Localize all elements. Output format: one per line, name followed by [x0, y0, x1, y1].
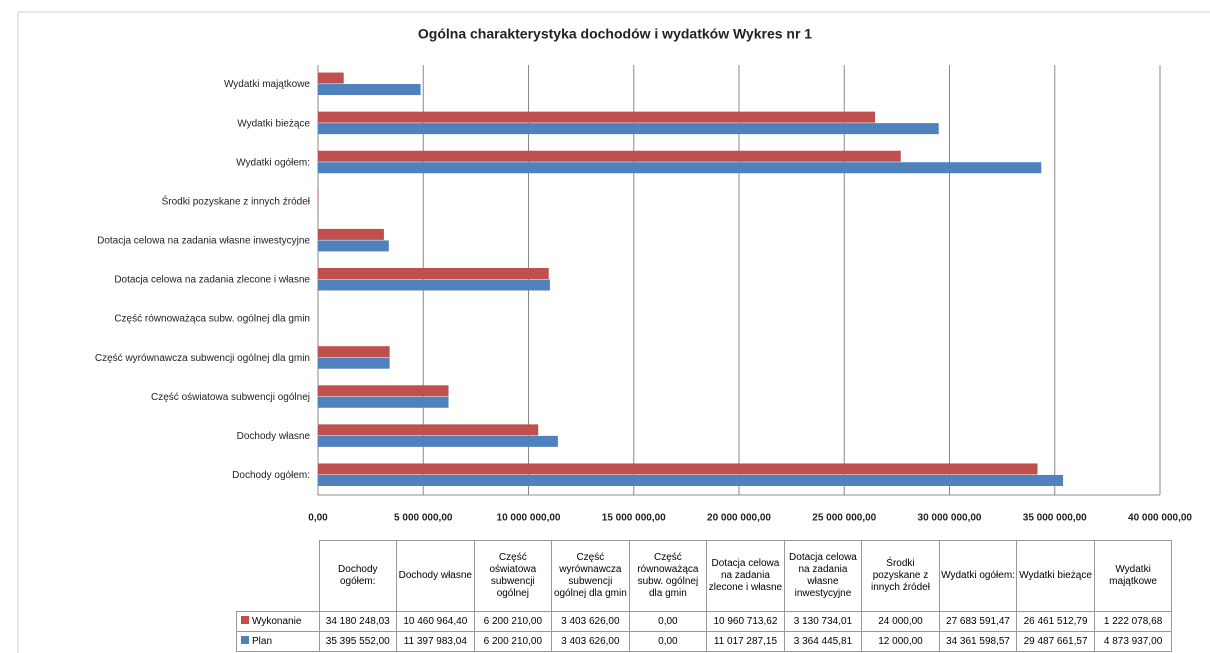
table-cell: 29 487 661,57: [1016, 631, 1095, 652]
x-tick-label: 10 000 000,00: [497, 513, 561, 524]
column-header: Dotacja celowa na zadania własne inwesty…: [783, 540, 863, 612]
bar: [318, 396, 449, 408]
bar: [318, 346, 390, 358]
bar: [318, 474, 1064, 486]
table-cell: 4 873 937,00: [1093, 631, 1173, 652]
bar: [318, 111, 876, 123]
bar: [318, 123, 939, 135]
bar: [318, 279, 550, 291]
column-header: Wydatki majątkowe: [1093, 540, 1173, 612]
x-tick-label: 20 000 000,00: [707, 513, 771, 524]
column-header: Dotacja celowa na zadania zlecone i włas…: [706, 540, 785, 612]
legend-label: Wykonanie: [252, 616, 302, 627]
column-header: Dochody ogółem:: [318, 540, 398, 612]
data-row: Plan 35 395 552,00 11 397 983,04 6 200 210,…: [236, 631, 1173, 652]
column-header: Część oświatowa subwencji ogólnej: [473, 540, 553, 612]
bar: [318, 162, 1042, 174]
table-cell: 27 683 591,47: [938, 611, 1018, 632]
column-header: Wydatki ogółem:: [938, 540, 1018, 612]
x-tick-label: 35 000 000,00: [1023, 513, 1087, 524]
y-tick-label: Część oświatowa subwencji ogólnej: [151, 392, 310, 403]
bar: [318, 72, 344, 84]
table-cell: 26 461 512,79: [1016, 611, 1095, 632]
column-header: Część wyrównawcza subwencji ogólnej dla …: [551, 540, 630, 612]
legend-swatch: [241, 636, 249, 644]
legend-label: Plan: [252, 636, 273, 647]
x-tick-label: 15 000 000,00: [602, 513, 666, 524]
y-tick-label: Dochody ogółem:: [232, 470, 310, 481]
table-cell: 11 397 983,04: [396, 631, 475, 652]
x-tick-label: 25 000 000,00: [812, 513, 876, 524]
column-header: Wydatki bieżące: [1016, 540, 1095, 612]
bar: [318, 385, 449, 397]
x-tick-label: 40 000 000,00: [1128, 513, 1192, 524]
bar: [318, 268, 549, 279]
legend-swatch: [241, 616, 249, 624]
bar: [318, 150, 901, 162]
table-cell: 0,00: [628, 611, 708, 632]
y-tick-label: Część wyrównawcza subwencji ogólnej dla …: [95, 353, 310, 364]
column-header: Część równoważąca subw. ogólnej dla gmin: [628, 540, 708, 612]
table-cell: 6 200 210,00: [473, 631, 553, 652]
bar: [318, 240, 389, 252]
table-cell: 11 017 287,15: [706, 631, 785, 652]
legend-cell: Wykonanie: [236, 611, 320, 632]
x-tick-label: 30 000 000,00: [918, 513, 982, 524]
x-tick-label: 5 000 000,00: [394, 513, 453, 524]
table-cell: 1 222 078,68: [1093, 611, 1173, 632]
legend-cell: Plan: [236, 631, 320, 652]
y-tick-label: Dotacja celowa na zadania własne inwesty…: [97, 236, 310, 247]
table-cell: 0,00: [628, 631, 708, 652]
table-cell: 24 000,00: [861, 611, 940, 632]
table-cell: 3 403 626,00: [551, 611, 630, 632]
table-cell: 12 000,00: [861, 631, 940, 652]
bar: [318, 357, 390, 369]
table-cell: 3 403 626,00: [551, 631, 630, 652]
bar: [318, 189, 319, 201]
bar: [318, 228, 384, 240]
y-tick-label: Dochody własne: [237, 431, 311, 442]
table-cell: 10 960 713,62: [706, 611, 785, 632]
bar: [318, 84, 421, 96]
y-tick-label: Dotacja celowa na zadania zlecone i włas…: [114, 275, 310, 286]
table-cell: 35 395 552,00: [318, 631, 398, 652]
chart-title: Ogólna charakterystyka dochodów i wydatk…: [418, 26, 812, 42]
table-cell: 10 460 964,40: [396, 611, 475, 632]
y-tick-label: Część równoważąca subw. ogólnej dla gmin: [114, 314, 310, 325]
y-tick-label: Wydatki bieżące: [237, 118, 310, 129]
y-tick-label: Środki pozyskane z innych źródeł: [162, 194, 311, 207]
header-row: Dochody ogółem: Dochody własne Część oświa…: [237, 540, 1173, 612]
y-tick-label: Wydatki ogółem:: [236, 157, 310, 168]
table-cell: 3 130 734,01: [783, 611, 863, 632]
column-header: Dochody własne: [396, 540, 475, 612]
table-cell: 34 361 598,57: [938, 631, 1018, 652]
x-tick-label: 0,00: [308, 513, 328, 524]
table-cell: 3 364 445,81: [783, 631, 863, 652]
table-cell: 6 200 210,00: [473, 611, 553, 632]
bar: [318, 424, 539, 436]
y-tick-label: Wydatki majątkowe: [224, 79, 310, 90]
data-table: Dochody ogółem: Dochody własne Część oświa…: [236, 540, 1173, 652]
table-cell: 34 180 248,03: [318, 611, 398, 632]
corner: [237, 541, 320, 612]
bar: [318, 463, 1038, 475]
data-row: Wykonanie 34 180 248,03 10 460 964,40 6 200…: [236, 611, 1173, 632]
column-header: Środki pozyskane z innych źródeł: [861, 540, 940, 612]
bar: [318, 435, 558, 447]
